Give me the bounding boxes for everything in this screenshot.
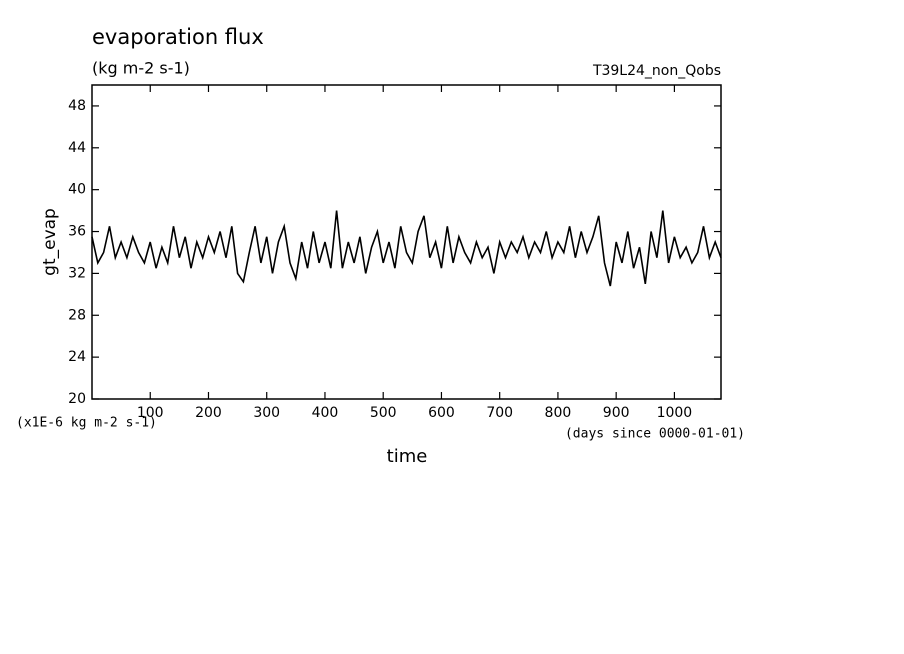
x-unit-note: (days since 0000-01-01) — [565, 427, 745, 442]
y-tick-label: 36 — [68, 224, 86, 240]
y-axis-label: gt_evap — [40, 208, 60, 276]
x-tick-label: 800 — [545, 405, 572, 421]
y-tick-label: 40 — [68, 182, 86, 198]
x-axis-label: time — [387, 446, 428, 467]
x-tick-label: 500 — [370, 405, 397, 421]
x-tick-label: 200 — [195, 405, 222, 421]
y-tick-label: 44 — [68, 140, 86, 156]
y-tick-label: 32 — [68, 265, 86, 281]
annotation: T39L24_non_Qobs — [592, 63, 721, 79]
x-tick-label: 400 — [312, 405, 339, 421]
x-tick-label: 300 — [253, 405, 280, 421]
y-tick-label: 24 — [68, 349, 86, 365]
x-tick-label: 1000 — [657, 405, 693, 421]
x-tick-label: 700 — [486, 405, 513, 421]
y-tick-label: 28 — [68, 307, 86, 323]
chart-subtitle: (kg m-2 s-1) — [92, 59, 190, 78]
x-tick-label: 600 — [428, 405, 455, 421]
y-tick-label: 20 — [68, 391, 86, 407]
y-unit-note: (x1E-6 kg m-2 s-1) — [16, 416, 157, 431]
data-line — [91, 210, 722, 287]
x-tick-label: 900 — [603, 405, 630, 421]
y-tick-label: 48 — [68, 98, 86, 114]
chart-title: evaporation flux — [92, 25, 264, 49]
plot-frame — [91, 84, 722, 400]
x-tick-label: 100 — [137, 405, 164, 421]
